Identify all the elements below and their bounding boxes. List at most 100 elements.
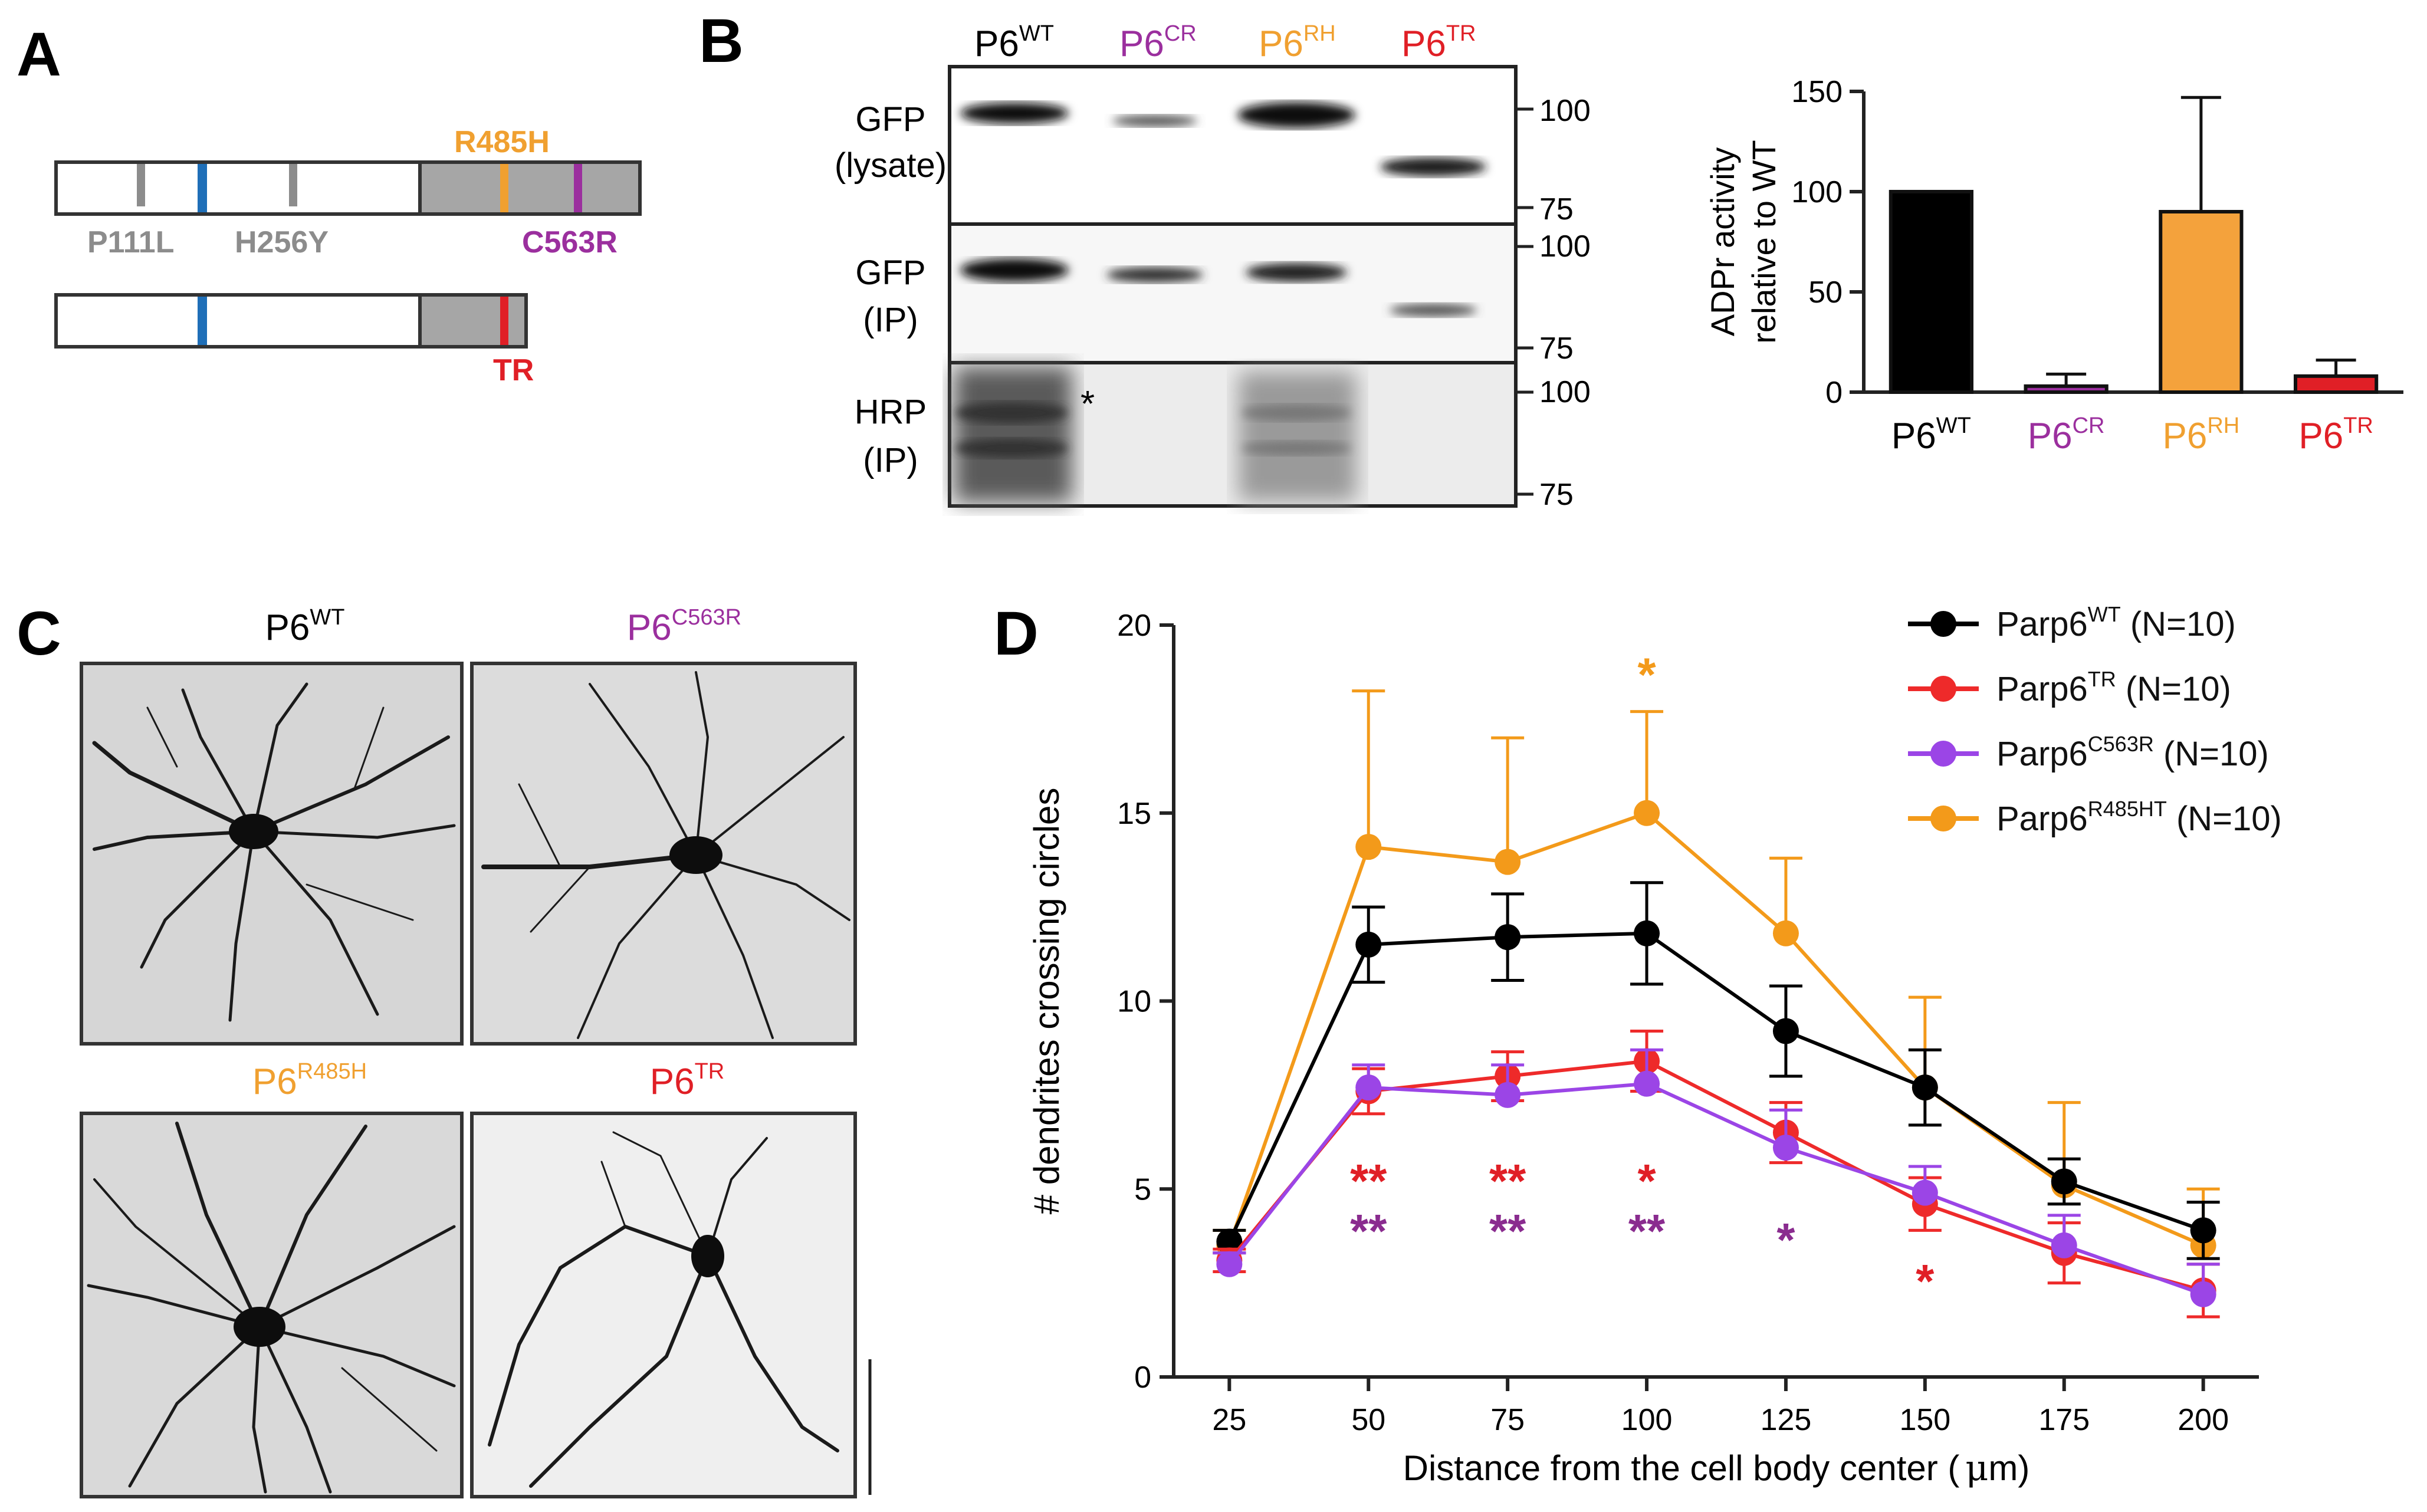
significance-star: * — [1637, 649, 1656, 701]
data-point — [1495, 924, 1521, 951]
band-ip-cr — [1106, 267, 1203, 282]
blot-strip-gfp-ip — [948, 222, 1518, 364]
mw-75-ip: 75 — [1539, 331, 1574, 366]
legend-entry: Parp6R485HT (N=10) — [1996, 797, 2282, 838]
smear-hrp-wt — [954, 367, 1072, 502]
significance-star: ** — [1489, 1155, 1526, 1207]
blot-strip-gfp-lysate — [948, 65, 1518, 226]
r485h-label: R485H — [454, 125, 550, 159]
line-x-tick-label: 200 — [2178, 1403, 2229, 1437]
band-lysate-wt — [960, 103, 1069, 124]
neuron-title-r485h: P6R485H — [252, 1059, 367, 1102]
line-y-tick-label: 20 — [1117, 609, 1151, 643]
data-point — [1634, 920, 1660, 946]
row-label-gfp-ip-1: GFP — [855, 254, 925, 292]
bar — [1889, 190, 1973, 394]
neuron-image-wt — [80, 662, 464, 1046]
data-point — [2051, 1232, 2077, 1258]
h256y-marker — [289, 164, 297, 206]
series-line — [1227, 811, 2204, 1247]
blue-motif-truncated — [198, 297, 207, 345]
adpr-bar-chart: 0 50 100 150 P6WT P6CR P6RH P6TR ADPr activity… — [1704, 75, 2403, 456]
line-y-tick-label: 5 — [1134, 1172, 1151, 1207]
tr-label: TR — [493, 353, 534, 387]
p111l-marker — [137, 164, 145, 206]
significance-stars: ************** — [1350, 649, 1935, 1307]
line-y-label: # dendrites crossing circles — [1027, 788, 1066, 1215]
data-point — [1912, 1074, 1938, 1101]
h256y-label: H256Y — [235, 225, 329, 259]
bar-x-tick-labels: P6WT P6CR P6RH P6TR — [1891, 413, 2373, 456]
panel-label-c: C — [17, 599, 61, 668]
neuron-image-r485h — [80, 1112, 464, 1498]
significance-star: ** — [1489, 1205, 1526, 1257]
data-point — [1495, 1082, 1521, 1108]
line-y-tick-label: 0 — [1134, 1360, 1151, 1395]
panel-label-a: A — [17, 20, 61, 89]
bar-y-ticks: 0 50 100 150 — [1791, 75, 1864, 410]
line-x-label: Distance from the cell body center (μm) — [1403, 1448, 2030, 1489]
band-ip-wt — [960, 258, 1069, 282]
mw-75-lysate: 75 — [1539, 192, 1574, 226]
bar — [2159, 210, 2244, 394]
data-point — [1355, 1074, 1382, 1101]
c563r-label: C563R — [522, 225, 618, 259]
line-x-tick-label: 150 — [1899, 1403, 1950, 1437]
data-point — [2051, 1168, 2077, 1195]
domain-diagram: P111L H256Y R485H C563R TR — [54, 125, 642, 387]
mw-100-lysate: 100 — [1539, 94, 1591, 128]
data-point — [1634, 1070, 1660, 1097]
line-x-tick-label: 50 — [1351, 1403, 1385, 1437]
series-line — [1228, 1082, 2204, 1296]
western-blot: P6WT P6CR P6RH P6TR GFP (lysate) GFP (IP… — [835, 21, 1591, 512]
smear-band-rh-1 — [1242, 405, 1351, 421]
band-lysate-tr — [1380, 157, 1486, 176]
line-y-tick-label: 10 — [1117, 985, 1151, 1019]
band-ip-tr — [1390, 304, 1477, 317]
data-point — [1355, 834, 1382, 860]
bar — [2294, 374, 2379, 394]
blue-motif-full — [198, 164, 207, 212]
legend-marker — [1930, 611, 1956, 637]
legend-marker — [1930, 676, 1956, 702]
neuron-image-c563r — [470, 662, 857, 1046]
significance-star: * — [1776, 1214, 1795, 1266]
series-line — [1227, 931, 2204, 1243]
data-point — [2190, 1281, 2216, 1307]
lane-label-wt: P6WT — [974, 21, 1054, 64]
data-point — [1634, 800, 1660, 826]
bar-x-tick-label: P6WT — [1891, 413, 1971, 456]
data-point — [1772, 920, 1799, 946]
data-point — [1495, 849, 1521, 875]
band-ip-rh — [1246, 263, 1347, 282]
smear-band-wt-1 — [955, 402, 1068, 423]
data-point — [1772, 1135, 1799, 1161]
data-point — [1216, 1251, 1243, 1277]
r485h-marker — [500, 164, 508, 212]
line-x-tick-label: 125 — [1761, 1403, 1812, 1437]
line-x-tick-label: 25 — [1212, 1403, 1246, 1437]
neuron-image-tr — [470, 1112, 857, 1498]
line-y-tick-label: 15 — [1117, 797, 1151, 831]
line-x-tick-label: 100 — [1621, 1403, 1673, 1437]
row-label-gfp-lysate-1: GFP — [855, 100, 925, 139]
data-point — [1355, 931, 1382, 958]
line-y-ticks: 0 5 10 15 20 — [1117, 609, 1174, 1395]
bar-series — [1889, 96, 2379, 394]
panel-label-d: D — [994, 599, 1039, 668]
protein-truncated-white-region — [54, 293, 422, 349]
row-label-gfp-ip-2: (IP) — [863, 301, 918, 339]
series-c563r — [1213, 1048, 2220, 1307]
neuron-title-wt: P6WT — [265, 605, 345, 648]
neuron-title-tr: P6TR — [650, 1059, 725, 1102]
row-label-hrp-ip-2: (IP) — [863, 441, 918, 479]
lane-label-rh: P6RH — [1259, 21, 1336, 64]
blot-asterisk: * — [1081, 384, 1095, 425]
panel-label-b: B — [699, 6, 744, 75]
data-point — [1772, 1018, 1799, 1044]
significance-star: ** — [1350, 1205, 1387, 1257]
bar-x-tick-label: P6CR — [2028, 413, 2105, 456]
bar-y-tick-label: 50 — [1808, 275, 1843, 310]
